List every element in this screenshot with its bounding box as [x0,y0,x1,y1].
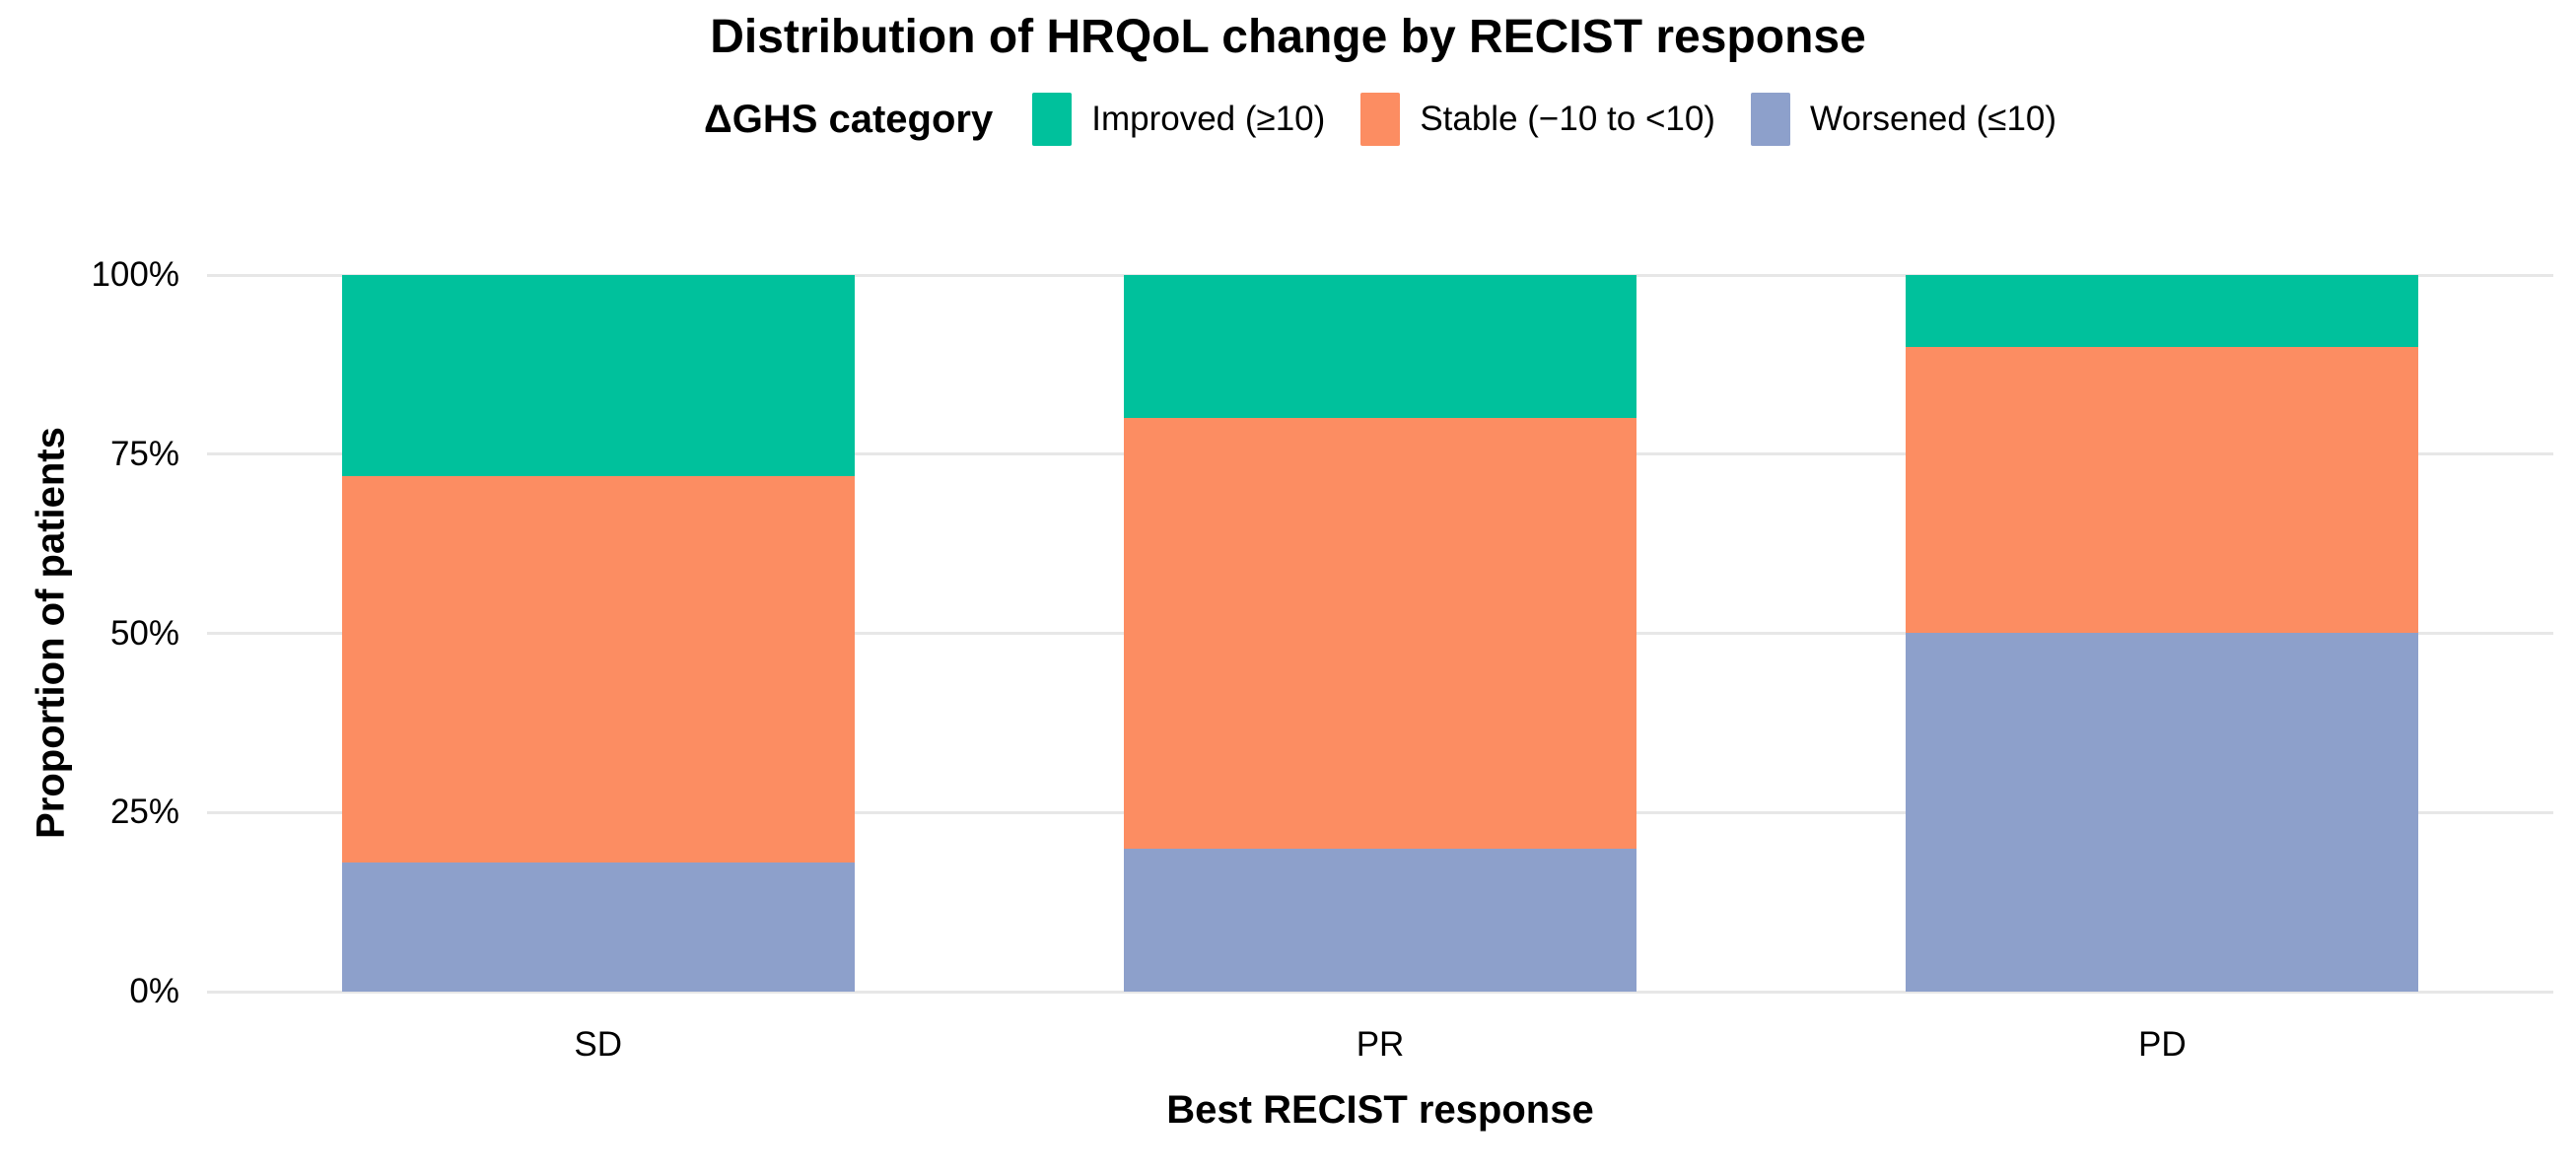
gridline-0 [207,990,2553,994]
bar-PR [1124,275,1636,992]
bar-PD [1906,275,2419,992]
bar-segment-PR-worsened [1124,848,1636,992]
legend-label-worsened: Worsened (≤10) [1809,100,2057,138]
bar-segment-SD-improved [341,275,855,476]
y-tick-label-25: 25% [109,793,179,832]
legend-title: ΔGHS category [703,97,994,141]
plot-panel [207,273,2553,994]
legend-label-improved: Improved (≥10) [1091,100,1326,138]
legend-items: Improved (≥10) Stable (−10 to <10) Worsene… [1032,93,2056,146]
bar-SD [341,275,855,992]
legend-item-worsened: Worsened (≤10) [1750,93,2057,146]
bar-segment-PR-improved [1124,275,1636,419]
bar-segment-PD-improved [1906,275,2419,347]
y-tick-label-100: 100% [91,255,179,294]
bar-segment-SD-worsened [341,862,855,992]
legend-swatch-worsened [1750,93,1790,146]
bar-segment-PD-worsened [1906,633,2419,992]
y-tick-label-75: 75% [109,434,179,473]
x-tick-label-PR: PR [1356,1025,1405,1064]
y-tick-label-50: 50% [109,613,179,653]
legend-swatch-stable [1360,93,1401,146]
chart-title: Distribution of HRQoL change by RECIST r… [710,11,1866,63]
bar-segment-PR-stable [1124,418,1636,849]
legend-item-improved: Improved (≥10) [1032,93,1325,146]
legend-item-stable: Stable (−10 to <10) [1360,93,1715,146]
x-tick-label-PD: PD [2138,1025,2187,1064]
legend-label-stable: Stable (−10 to <10) [1420,100,1715,138]
x-axis-title: Best RECIST response [1166,1088,1594,1132]
y-tick-label-0: 0% [129,972,179,1010]
bar-segment-SD-stable [341,475,855,863]
x-tick-label-SD: SD [574,1025,622,1064]
legend: ΔGHS category Improved (≥10) Stable (−10 … [207,93,2553,146]
legend-swatch-improved [1032,93,1073,146]
bar-segment-PD-stable [1906,346,2419,634]
